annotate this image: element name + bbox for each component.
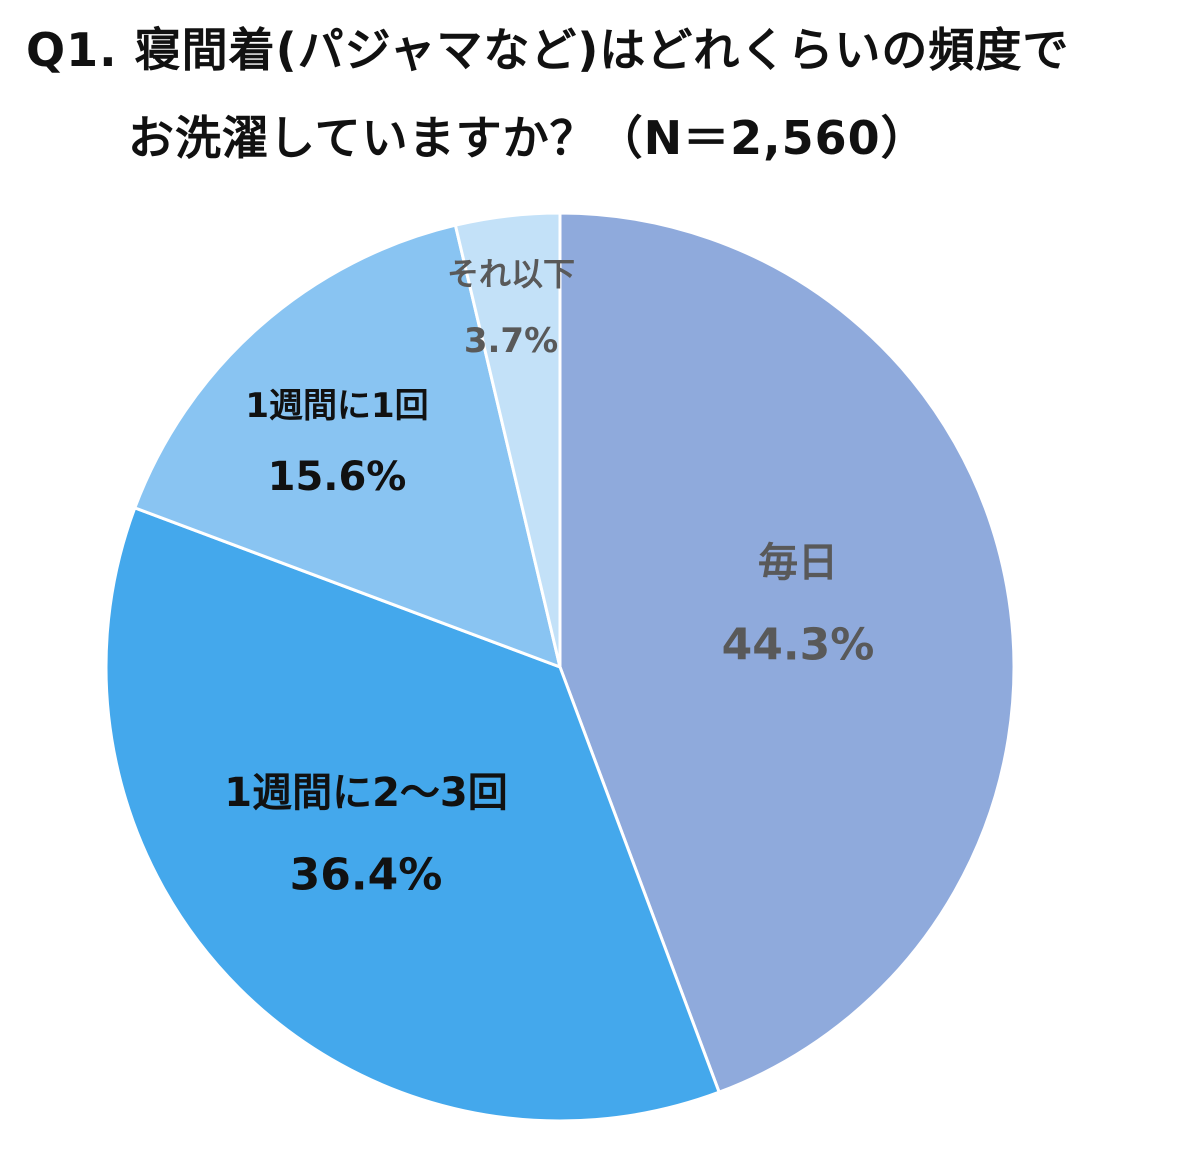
slice-category-label: 1週間に1回 — [245, 386, 428, 426]
pie-slice — [558, 211, 1016, 1094]
pie-labels: 毎日 44.3% 1週間に2〜3回 36.4% 1週間に1回 15.6% それ以下 3.7% — [224, 255, 874, 901]
slice-category-label: それ以下 — [447, 255, 575, 293]
slice-category-label: 毎日 — [758, 540, 838, 586]
chart-title-line-1: Q1. 寝間着(パジャマなど)はどれくらいの頻度で — [26, 23, 1070, 77]
pie-slice — [453, 211, 562, 669]
slice-value-label: 3.7% — [464, 321, 558, 361]
pie-slice — [133, 223, 562, 669]
slice-value-label: 44.3% — [722, 620, 875, 671]
slice-category-label: 1週間に2〜3回 — [224, 770, 508, 816]
slice-value-label: 15.6% — [268, 454, 407, 500]
slice-value-label: 36.4% — [290, 850, 443, 901]
pie-slice — [104, 506, 721, 1123]
pie-slices — [104, 211, 1016, 1123]
chart-title-line-2: お洗濯していますか？（N＝2,560） — [128, 111, 928, 165]
